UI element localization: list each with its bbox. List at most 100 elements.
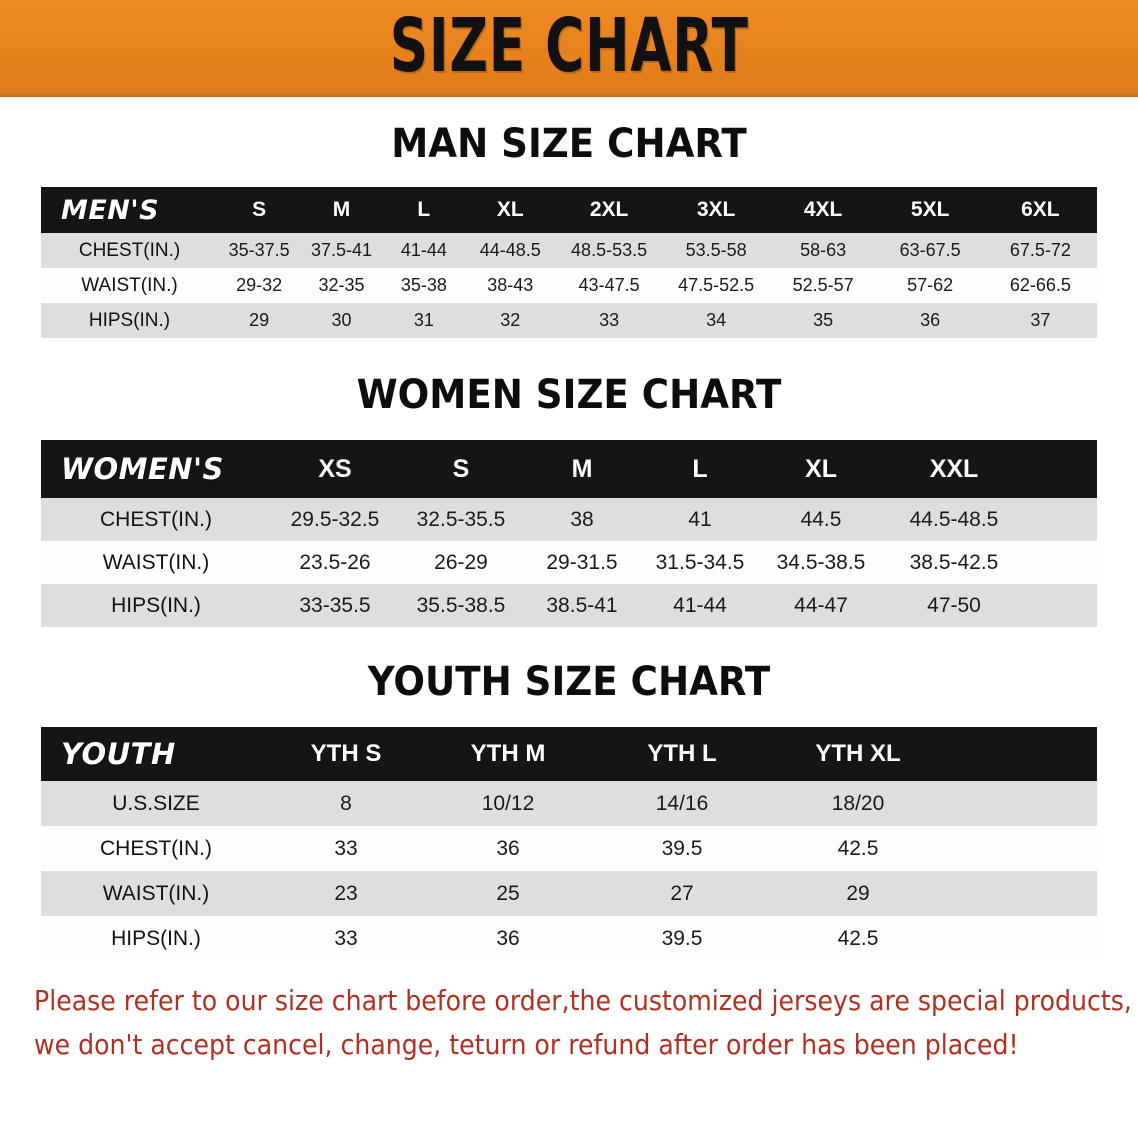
women-corner-label: WOMEN'S: [61, 452, 224, 486]
women-cell-1-2: 29-31.5: [546, 550, 618, 574]
youth-cell-3-2: 39.5: [661, 926, 703, 950]
women-col-header-2: M: [571, 454, 593, 483]
youth-cell-1-0: 33: [334, 836, 358, 860]
table-row: HIPS(IN.) 33 36 39.5 42.5: [41, 916, 1097, 961]
youth-size-table: YOUTH YTH S YTH M YTH L YTH XL U.S.SIZE …: [41, 727, 1097, 961]
women-size-table: WOMEN'S XS S M L XL XXL CHEST(IN.) 29.5-…: [41, 440, 1097, 627]
men-cell-1-5: 47.5-52.5: [678, 275, 755, 295]
table-row: WAIST(IN.) 23 25 27 29: [41, 871, 1097, 916]
men-cell-2-3: 32: [500, 310, 521, 330]
men-col-header-1: M: [332, 198, 351, 221]
men-cell-2-8: 37: [1030, 310, 1051, 330]
women-row-label-0: CHEST(IN.): [100, 507, 212, 531]
women-cell-0-4: 44.5: [800, 507, 842, 531]
men-cell-2-4: 33: [599, 310, 620, 330]
men-col-header-5: 3XL: [696, 198, 736, 221]
men-cell-2-2: 31: [413, 310, 434, 330]
youth-col-header-3: YTH XL: [815, 740, 901, 767]
women-cell-1-4: 34.5-38.5: [776, 550, 866, 574]
youth-cell-3-4: [947, 916, 1022, 961]
men-cell-2-6: 35: [813, 310, 834, 330]
women-cell-2-0: 33-35.5: [299, 593, 371, 617]
youth-cell-2-3: 29: [846, 881, 870, 905]
youth-cell-2-0: 23: [334, 881, 358, 905]
youth-cell-3-1: 36: [496, 926, 520, 950]
women-col-header-0: XS: [318, 454, 352, 483]
youth-cell-2-1: 25: [496, 881, 520, 905]
men-cell-0-8: 67.5-72: [1009, 240, 1071, 260]
youth-table-header-row: YOUTH YTH S YTH M YTH L YTH XL: [41, 727, 1097, 781]
youth-row-label-0: U.S.SIZE: [112, 791, 200, 815]
men-col-header-2: L: [417, 198, 431, 221]
men-cell-2-5: 34: [706, 310, 727, 330]
men-cell-1-1: 32-35: [318, 275, 365, 295]
youth-cell-1-3: 42.5: [837, 836, 879, 860]
youth-corner-label: YOUTH: [61, 737, 176, 771]
men-size-table: MEN'S S M L XL 2XL 3XL 4XL 5XL 6XL CHEST…: [41, 187, 1097, 338]
women-col-header-5: XXL: [929, 454, 979, 483]
women-cell-0-1: 32.5-35.5: [416, 507, 506, 531]
youth-cell-3-3: 42.5: [837, 926, 879, 950]
youth-cell-0-5: [1022, 781, 1097, 826]
youth-col-header-2: YTH L: [647, 740, 717, 767]
women-cell-2-6: [1025, 584, 1061, 627]
youth-cell-3-5: [1022, 916, 1097, 961]
page-title: SIZE CHART: [389, 2, 749, 89]
men-col-header-7: 5XL: [910, 198, 950, 221]
table-row: CHEST(IN.) 33 36 39.5 42.5: [41, 826, 1097, 871]
table-row: CHEST(IN.) 35-37.5 37.5-41 41-44 44-48.5…: [41, 233, 1097, 268]
youth-col-header-5: [1022, 727, 1097, 781]
youth-cell-1-4: [947, 826, 1022, 871]
men-table-header-row: MEN'S S M L XL 2XL 3XL 4XL 5XL 6XL: [41, 187, 1097, 233]
men-col-header-4: 2XL: [589, 198, 629, 221]
table-row: U.S.SIZE 8 10/12 14/16 18/20: [41, 781, 1097, 826]
youth-cell-3-0: 33: [334, 926, 358, 950]
men-cell-0-7: 63-67.5: [899, 240, 961, 260]
youth-cell-0-3: 18/20: [831, 791, 885, 815]
page-banner: SIZE CHART: [0, 0, 1138, 97]
men-col-header-8: 6XL: [1021, 198, 1060, 221]
men-cell-0-3: 44-48.5: [479, 240, 541, 260]
women-cell-0-5: 44.5-48.5: [909, 507, 999, 531]
women-cell-2-5: 47-50: [927, 593, 981, 617]
men-cell-0-6: 58-63: [800, 240, 847, 260]
youth-row-label-2: WAIST(IN.): [102, 881, 210, 905]
women-cell-1-6: [1025, 541, 1061, 584]
disclaimer-text: Please refer to our size chart before or…: [34, 979, 1132, 1067]
youth-cell-1-1: 36: [496, 836, 520, 860]
men-cell-0-2: 41-44: [400, 240, 447, 260]
men-cell-0-0: 35-37.5: [228, 240, 290, 260]
women-row-label-1: WAIST(IN.): [102, 550, 210, 574]
youth-cell-2-2: 27: [670, 881, 694, 905]
youth-cell-1-5: [1022, 826, 1097, 871]
table-row: HIPS(IN.) 33-35.5 35.5-38.5 38.5-41 41-4…: [41, 584, 1097, 627]
women-cell-0-7: [1061, 498, 1097, 541]
women-cell-1-5: 38.5-42.5: [909, 550, 999, 574]
youth-col-header-1: YTH M: [470, 740, 546, 767]
men-col-header-6: 4XL: [803, 198, 843, 221]
men-cell-0-5: 53.5-58: [685, 240, 747, 260]
women-row-label-2: HIPS(IN.): [111, 593, 201, 617]
men-cell-0-4: 48.5-53.5: [571, 240, 648, 260]
youth-cell-2-4: [947, 871, 1022, 916]
women-col-header-7: [1061, 440, 1097, 498]
man-section-title: MAN SIZE CHART: [391, 121, 747, 167]
men-cell-2-7: 36: [920, 310, 941, 330]
disclaimer-line-2: we don't accept cancel, change, teturn o…: [34, 1028, 1019, 1061]
women-cell-1-1: 26-29: [434, 550, 488, 574]
youth-row-label-3: HIPS(IN.): [111, 926, 201, 950]
women-cell-0-2: 38: [570, 507, 594, 531]
table-row: HIPS(IN.) 29 30 31 32 33 34 35 36 37: [41, 303, 1097, 338]
youth-cell-2-5: [1022, 871, 1097, 916]
table-row: WAIST(IN.) 29-32 32-35 35-38 38-43 43-47…: [41, 268, 1097, 303]
men-col-header-0: S: [252, 198, 267, 221]
men-cell-1-4: 43-47.5: [578, 275, 640, 295]
men-corner-label: MEN'S: [61, 194, 160, 226]
men-cell-1-3: 38-43: [487, 275, 534, 295]
women-cell-2-7: [1061, 584, 1097, 627]
women-cell-2-4: 44-47: [794, 593, 848, 617]
women-cell-1-0: 23.5-26: [299, 550, 371, 574]
men-cell-2-0: 29: [249, 310, 270, 330]
women-section-title: WOMEN SIZE CHART: [356, 372, 782, 418]
youth-col-header-4: [947, 727, 1022, 781]
